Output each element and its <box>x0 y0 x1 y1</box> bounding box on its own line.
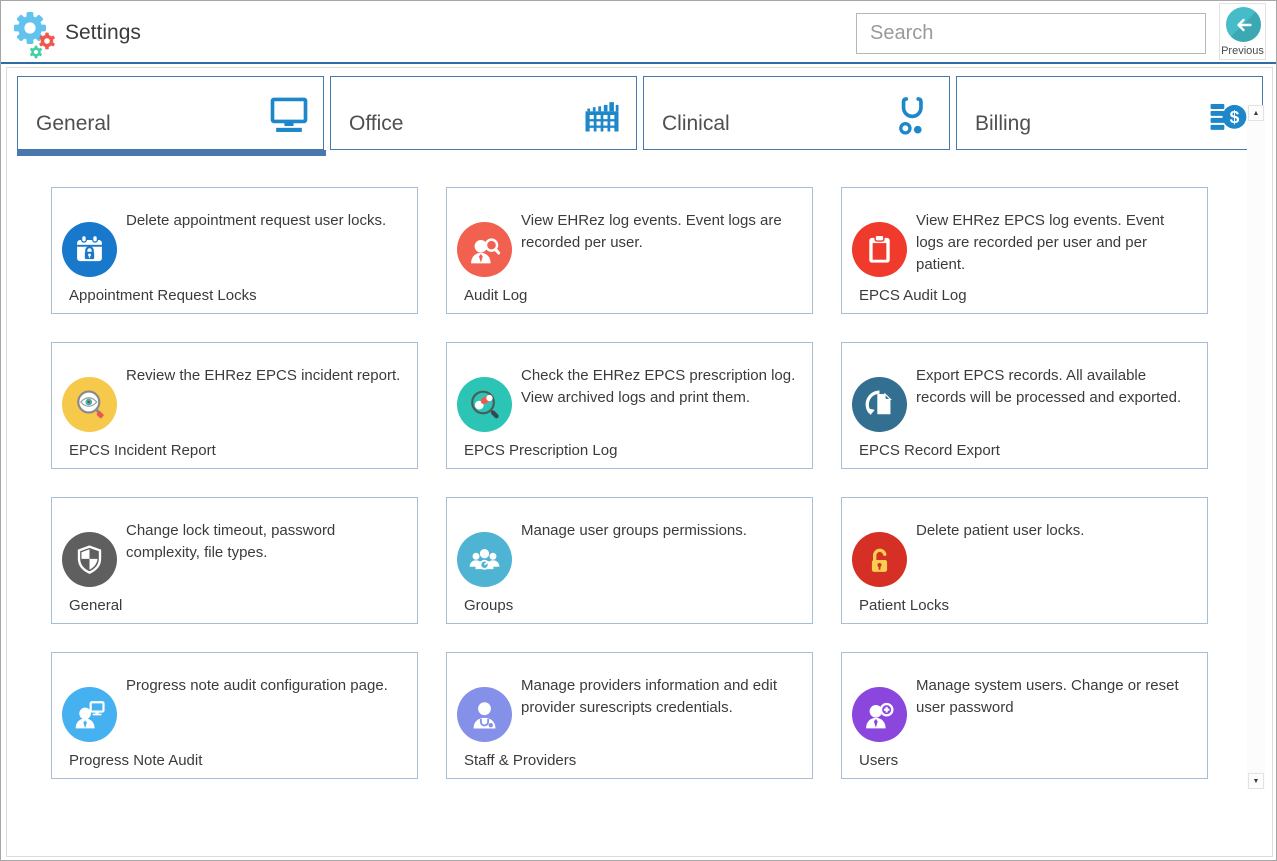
settings-tab-bar: General Office Clinical Billing $ <box>17 76 1263 150</box>
card-epcs-record-export[interactable]: Export EPCS records. All available recor… <box>841 342 1208 469</box>
card-description: Delete patient user locks. <box>916 522 1085 539</box>
svg-text:$: $ <box>1230 107 1240 127</box>
card-title: EPCS Incident Report <box>69 442 216 459</box>
magnifier-pills-icon <box>457 377 512 432</box>
card-epcs-prescription-log[interactable]: Check the EHRez EPCS prescription log. V… <box>446 342 813 469</box>
tab-billing-label: Billing <box>975 112 1032 135</box>
card-title: EPCS Record Export <box>859 442 1000 459</box>
card-title: Staff & Providers <box>464 752 577 769</box>
card-title: Appointment Request Locks <box>69 287 257 304</box>
card-epcs-incident-report[interactable]: Review the EHRez EPCS incident report. E… <box>51 342 418 469</box>
calendar-lock-icon <box>62 222 117 277</box>
card-staff-providers[interactable]: Manage providers information and edit pr… <box>446 652 813 779</box>
card-description: View EHRez EPCS log events. Event logs a… <box>916 212 1165 273</box>
search-input[interactable] <box>856 13 1206 54</box>
card-title: Audit Log <box>464 287 528 304</box>
card-title: Progress Note Audit <box>69 752 203 769</box>
stethoscope-icon <box>893 93 937 137</box>
card-groups[interactable]: Manage user groups permissions. Groups <box>446 497 813 624</box>
shield-icon <box>62 532 117 587</box>
card-description: Change lock timeout, password complexity… <box>126 522 336 561</box>
tab-billing[interactable]: Billing $ <box>956 76 1263 150</box>
user-add-icon <box>852 687 907 742</box>
settings-card-grid: Delete appointment request user locks. A… <box>51 187 1208 779</box>
card-description: Manage providers information and edit pr… <box>521 677 777 716</box>
card-users[interactable]: Manage system users. Change or reset use… <box>841 652 1208 779</box>
card-description: Progress note audit configuration page. <box>126 677 388 694</box>
factory-icon <box>580 93 624 137</box>
card-audit-log[interactable]: View EHRez log events. Event logs are re… <box>446 187 813 314</box>
scroll-up-icon[interactable]: ▲ <box>1248 105 1264 121</box>
doctor-icon <box>457 687 512 742</box>
card-title: Users <box>859 752 899 769</box>
magnifier-eye-icon <box>62 377 117 432</box>
scroll-down-icon[interactable]: ▼ <box>1248 773 1264 789</box>
card-progress-note-audit[interactable]: Progress note audit configuration page. … <box>51 652 418 779</box>
previous-button[interactable]: Previous <box>1219 3 1266 60</box>
card-title: EPCS Prescription Log <box>464 442 618 459</box>
user-group-icon <box>457 532 512 587</box>
vertical-scrollbar[interactable]: ▲ ▼ <box>1247 105 1265 789</box>
clipboard-icon <box>852 222 907 277</box>
tab-clinical[interactable]: Clinical <box>643 76 950 150</box>
tab-office[interactable]: Office <box>330 76 637 150</box>
card-description: Manage system users. Change or reset use… <box>916 677 1179 716</box>
tab-general[interactable]: General <box>17 76 324 150</box>
header-divider <box>1 62 1276 64</box>
card-description: Export EPCS records. All available recor… <box>916 367 1182 406</box>
card-description: View EHRez log events. Event logs are re… <box>521 212 782 251</box>
card-description: Manage user groups permissions. <box>521 522 747 539</box>
card-general[interactable]: Change lock timeout, password complexity… <box>51 497 418 624</box>
active-tab-underline <box>17 150 326 156</box>
user-search-icon <box>457 222 512 277</box>
tab-office-label: Office <box>349 112 404 135</box>
page-title: Settings <box>65 21 141 44</box>
card-patient-locks[interactable]: Delete patient user locks. Patient Locks <box>841 497 1208 624</box>
tab-clinical-label: Clinical <box>662 112 730 135</box>
card-title: Groups <box>464 597 514 614</box>
card-description: Delete appointment request user locks. <box>126 212 387 229</box>
card-description: Check the EHRez EPCS prescription log. V… <box>521 367 796 406</box>
card-epcs-audit-log[interactable]: View EHRez EPCS log events. Event logs a… <box>841 187 1208 314</box>
settings-gears-icon <box>9 7 61 61</box>
card-description: Review the EHRez EPCS incident report. <box>126 367 401 384</box>
monitor-icon <box>267 93 311 137</box>
card-title: General <box>69 597 123 614</box>
user-monitor-icon <box>62 687 117 742</box>
billing-icon: $ <box>1206 93 1250 137</box>
card-title: Patient Locks <box>859 597 950 614</box>
previous-button-label: Previous <box>1221 45 1264 57</box>
document-export-icon <box>852 377 907 432</box>
card-title: EPCS Audit Log <box>859 287 967 304</box>
back-arrow-icon <box>1226 7 1261 42</box>
padlock-icon <box>852 532 907 587</box>
tab-general-label: General <box>36 112 111 135</box>
card-appointment-request-locks[interactable]: Delete appointment request user locks. A… <box>51 187 418 314</box>
